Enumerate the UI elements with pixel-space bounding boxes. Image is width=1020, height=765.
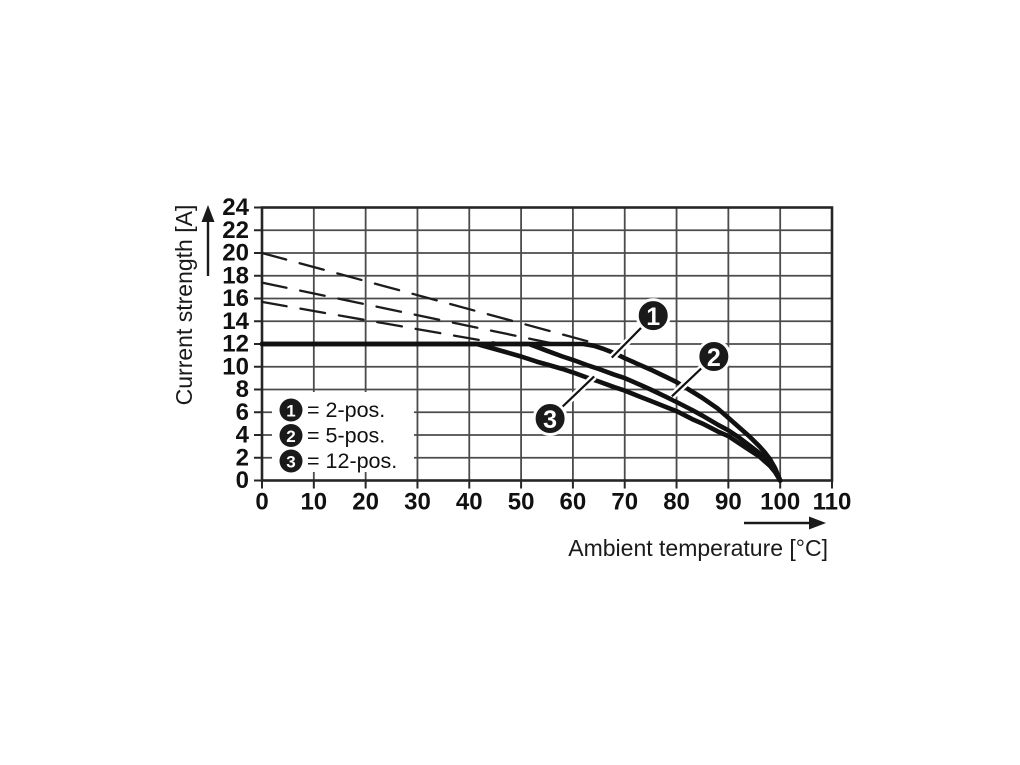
- callout-circle: [532, 401, 568, 437]
- dashed-line-derating-line-17.4A: [260, 281, 554, 345]
- curve-callouts: 1 2 3: [532, 298, 732, 437]
- y-tick-label: 22: [222, 217, 249, 244]
- y-tick-label: 8: [236, 376, 249, 403]
- y-tick-label: 12: [222, 331, 249, 358]
- x-tick-label: 50: [508, 489, 535, 516]
- legend-item-12pos: 3 = 12-pos.: [279, 449, 397, 473]
- x-tick-label: 80: [663, 489, 690, 516]
- callout-circle: [696, 339, 732, 375]
- dashed-line-derating-line-20A: [260, 251, 595, 345]
- x-tick-label: 60: [560, 489, 587, 516]
- legend-item-2pos: 1 = 2-pos.: [279, 398, 385, 422]
- y-tick-label: 16: [222, 285, 249, 312]
- curve-5-pos.: [259, 341, 783, 483]
- y-tick-label: 24: [222, 194, 249, 221]
- legend-symbol-number: 2: [286, 427, 295, 446]
- legend-item-5pos: 2 = 5-pos.: [279, 424, 385, 448]
- callout-circle: [635, 298, 671, 334]
- y-tick-label: 14: [222, 308, 249, 335]
- curve-12-pos.: [259, 341, 783, 483]
- y-tick-label: 20: [222, 240, 249, 267]
- curve-2-pos.: [259, 341, 783, 483]
- x-tick-label: 0: [255, 489, 268, 516]
- callout-3: 3: [532, 373, 597, 437]
- legend-label: = 2-pos.: [307, 398, 385, 422]
- legend-label: = 5-pos.: [307, 424, 385, 448]
- callout-2: 2: [669, 339, 732, 399]
- legend-symbol-circle: [279, 398, 303, 422]
- y-axis-title: Current strength [A]: [171, 205, 215, 406]
- derating-curves: [259, 341, 783, 483]
- x-tick-label: 40: [456, 489, 483, 516]
- x-axis-title: Ambient temperature [°C]: [568, 516, 828, 561]
- y-tick-label: 0: [236, 467, 249, 494]
- legend: 1 = 2-pos. 2 = 5-pos. 3 = 12-pos.: [272, 392, 414, 473]
- legend-symbol-circle: [279, 449, 303, 473]
- x-tick-label: 70: [611, 489, 638, 516]
- legend-symbol-circle: [279, 424, 303, 447]
- dashed-line-derating-line-15.7A: [260, 300, 507, 346]
- y-tick-label: 6: [236, 399, 249, 426]
- y-axis-arrow-icon: [201, 205, 215, 276]
- y-axis-label: Current strength [A]: [171, 205, 197, 406]
- y-tick-label: 2: [236, 444, 249, 471]
- legend-label: = 12-pos.: [307, 449, 397, 473]
- x-axis-tick-labels: 0 10 20 30 40 50 60 70 80 90 100 110: [255, 489, 851, 516]
- x-axis-arrow-icon: [744, 516, 826, 530]
- x-axis-label: Ambient temperature [°C]: [568, 535, 828, 561]
- callout-number: 1: [646, 303, 660, 331]
- callout-number: 2: [707, 344, 721, 372]
- y-tick-label: 18: [222, 262, 249, 289]
- callout-1: 1: [609, 298, 671, 361]
- x-tick-label: 20: [352, 489, 379, 516]
- callout-number: 3: [543, 406, 557, 434]
- x-tick-label: 110: [813, 489, 852, 516]
- legend-symbol-number: 1: [286, 402, 295, 421]
- x-tick-label: 10: [300, 489, 327, 516]
- x-tick-label: 30: [404, 489, 431, 516]
- x-tick-label: 100: [760, 489, 800, 516]
- y-tick-label: 10: [222, 353, 249, 380]
- x-tick-label: 90: [715, 489, 742, 516]
- dashed-derating-lines: [260, 251, 595, 346]
- legend-symbol-number: 3: [286, 453, 295, 472]
- y-tick-label: 4: [236, 422, 250, 449]
- axis-tick-marks: [254, 206, 833, 489]
